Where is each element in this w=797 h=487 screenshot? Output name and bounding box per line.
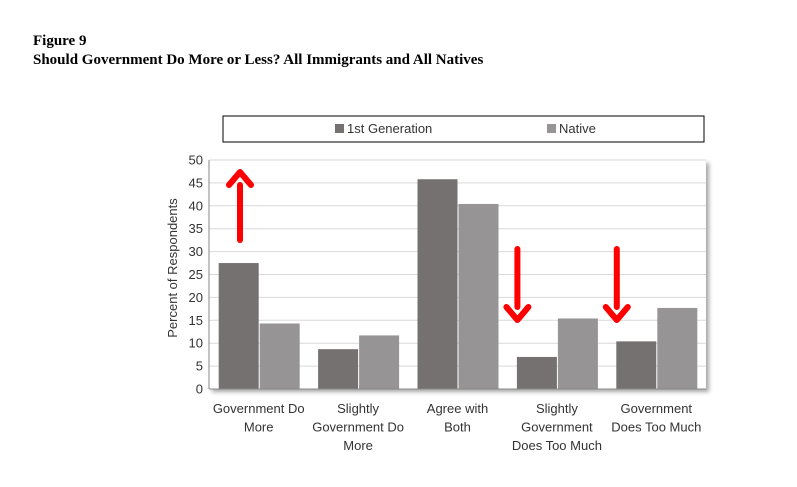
annotation-arrows <box>226 169 631 323</box>
red-arrow-icon <box>602 246 631 323</box>
y-tick-label: 40 <box>189 198 203 213</box>
bar-1st-generation-3 <box>516 356 557 389</box>
red-arrow-icon <box>226 169 254 243</box>
red-arrow-icon <box>503 246 532 323</box>
bar-native-3 <box>557 318 598 389</box>
bar-native-1 <box>359 335 400 389</box>
y-tick-label: 45 <box>189 175 203 190</box>
y-tick-label: 5 <box>196 359 203 374</box>
x-tick-label: Agree with <box>427 401 488 416</box>
x-tick-label: Government <box>621 401 693 416</box>
x-tick-label: More <box>244 420 274 435</box>
bars <box>218 179 698 389</box>
x-tick-label: Slightly <box>337 401 379 416</box>
x-tick-label: Slightly <box>536 401 578 416</box>
y-tick-label: 0 <box>196 382 203 397</box>
bar-native-0 <box>259 323 300 389</box>
x-tick-label: More <box>343 438 373 453</box>
y-tick-label: 30 <box>189 244 203 259</box>
bar-1st-generation-1 <box>318 349 359 389</box>
bar-1st-generation-4 <box>616 341 657 389</box>
y-axis-label: Percent of Respondents <box>165 198 180 338</box>
x-tick-label: Government <box>521 420 593 435</box>
x-tick-label: Both <box>444 420 471 435</box>
legend-swatch-1st-generation <box>335 124 344 133</box>
x-tick-label: Government Do <box>312 420 404 435</box>
y-tick-label: 10 <box>189 336 203 351</box>
bar-1st-generation-2 <box>417 179 458 389</box>
y-tick-label: 20 <box>189 290 203 305</box>
y-tick-label: 35 <box>189 221 203 236</box>
figure-label: Figure 9 <box>33 33 87 49</box>
bar-native-2 <box>458 203 499 389</box>
y-tick-labels: 0 5 10 15 20 25 30 35 40 45 50 <box>189 153 203 397</box>
legend: 1st Generation Native <box>222 115 705 143</box>
y-tick-label: 15 <box>189 313 203 328</box>
bar-native-4 <box>657 307 698 389</box>
legend-swatch-native <box>547 124 556 133</box>
axes <box>208 160 706 390</box>
x-tick-labels: Government Do More Slightly Government Do Mo… <box>213 401 702 453</box>
legend-label-1st-generation: 1st Generation <box>347 121 432 136</box>
y-tick-label: 25 <box>189 267 203 282</box>
x-tick-label: Does Too Much <box>512 438 602 453</box>
legend-label-native: Native <box>559 121 596 136</box>
y-tick-label: 50 <box>189 153 203 168</box>
x-tick-label: Does Too Much <box>611 420 701 435</box>
figure-title: Should Government Do More or Less? All I… <box>33 52 484 68</box>
bar-1st-generation-0 <box>218 263 259 389</box>
x-tick-label: Government Do <box>213 401 305 416</box>
